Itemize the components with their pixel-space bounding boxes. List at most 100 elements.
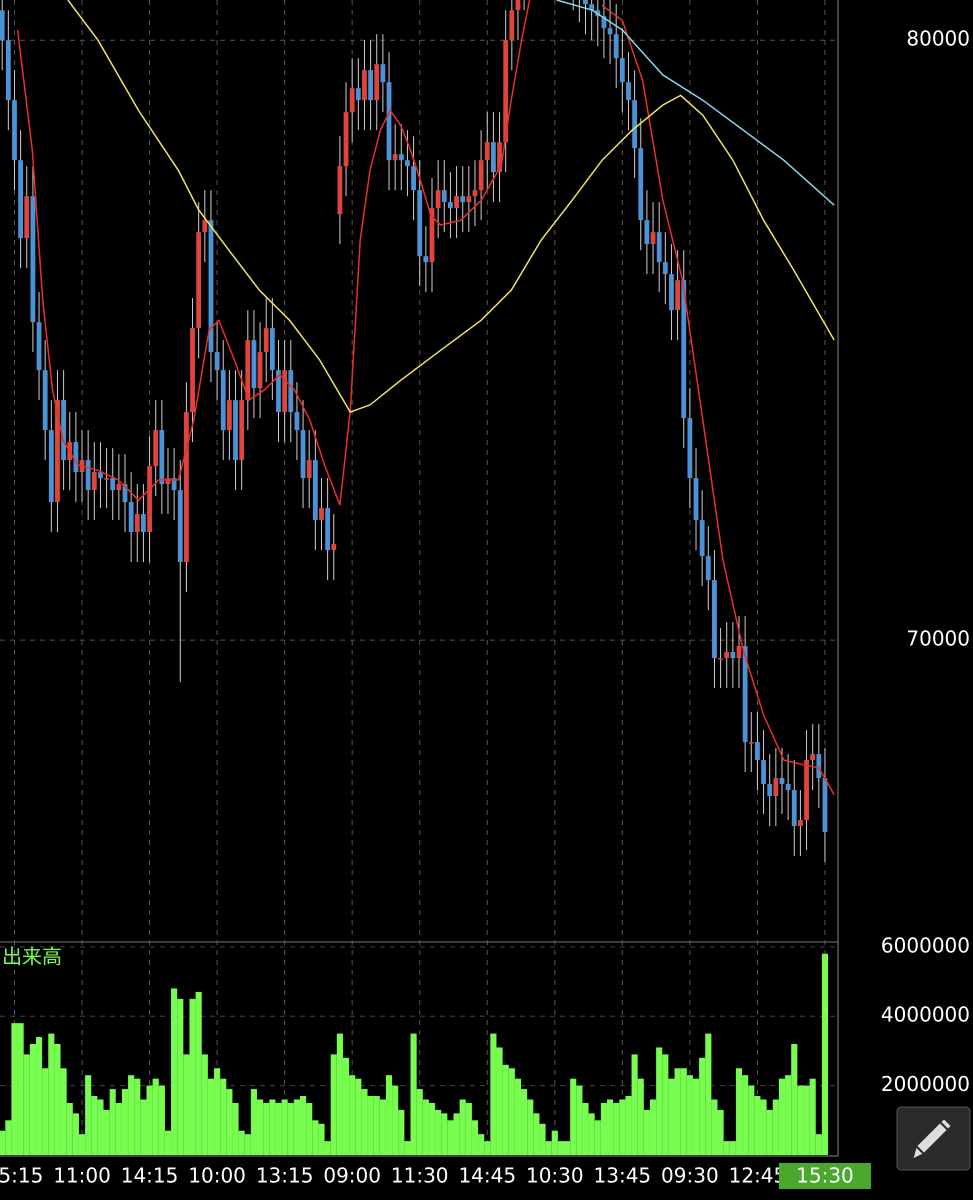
moving-average-line <box>67 0 835 414</box>
candle-body <box>411 166 416 191</box>
volume-bar <box>48 1033 55 1155</box>
volume-bar <box>545 1141 552 1155</box>
candle-body <box>392 154 398 161</box>
candle-body <box>405 160 410 167</box>
y-tick-label: 4000000 <box>881 1003 970 1027</box>
volume-bar <box>177 998 184 1155</box>
volume-bar <box>257 1099 264 1155</box>
volume-bar <box>103 1109 110 1155</box>
x-tick-label: 14:45 <box>458 1164 516 1188</box>
candle-body <box>257 352 263 389</box>
x-tick-label: 09:00 <box>323 1164 381 1188</box>
volume-bar <box>656 1047 663 1155</box>
volume-bar <box>422 1099 429 1155</box>
candle-body <box>718 658 723 660</box>
volume-bar <box>705 1033 712 1155</box>
volume-bar <box>613 1102 620 1155</box>
grid <box>0 0 838 1155</box>
volume-bar <box>385 1075 393 1155</box>
candle-body <box>798 820 803 827</box>
volume-bar <box>496 1047 503 1155</box>
candle-body <box>239 400 245 461</box>
volume-bar <box>797 1085 804 1155</box>
volume-bar <box>5 1120 12 1155</box>
volume-bar <box>164 1130 172 1155</box>
volume-bar <box>29 1043 36 1155</box>
volume-bar <box>435 1109 442 1155</box>
candle-body <box>91 472 97 491</box>
volume-bar <box>361 1089 368 1155</box>
volume-bar <box>619 1099 626 1155</box>
volume-bar <box>502 1064 509 1155</box>
volume-bar <box>625 1096 632 1155</box>
candle-body <box>55 400 60 503</box>
candle-body <box>712 580 717 659</box>
candle-body <box>687 418 693 479</box>
volume-bar <box>428 1102 436 1155</box>
edit-button[interactable] <box>896 1106 971 1171</box>
volume-bar <box>109 1089 116 1155</box>
volume-bar <box>342 1057 350 1155</box>
candle-body <box>503 40 509 143</box>
volume-bar <box>293 1099 300 1155</box>
candle-body <box>423 256 429 263</box>
candle-body <box>386 82 392 161</box>
volume-bar <box>11 1023 18 1155</box>
volume-bar <box>465 1102 472 1155</box>
candle-body <box>699 520 705 557</box>
volume-bar <box>195 991 202 1155</box>
candle-body <box>491 142 496 173</box>
candle-body <box>251 340 257 389</box>
candle-body <box>374 64 380 101</box>
candle-body <box>613 34 619 59</box>
candle-body <box>417 190 423 257</box>
candle-body <box>128 502 134 533</box>
price-panel <box>0 0 835 863</box>
candle-body <box>380 64 386 83</box>
candle-body <box>276 370 281 413</box>
axes: 70000 80000 15:15 11:00 14:15 10:00 13:15 09:00… <box>0 27 970 1189</box>
volume-bar <box>766 1109 773 1155</box>
candle-body <box>0 10 5 41</box>
volume-bar <box>207 1078 215 1155</box>
candle-body <box>362 70 367 101</box>
candle-body <box>607 28 613 35</box>
volume-bar <box>121 1089 129 1155</box>
pencil-icon[interactable] <box>910 1116 954 1162</box>
candle-body <box>398 154 404 161</box>
candle-body <box>134 514 140 533</box>
candle-body <box>12 100 17 161</box>
volume-bar <box>551 1130 558 1155</box>
volume-bar <box>748 1085 755 1155</box>
volume-panel <box>0 953 829 1155</box>
candle-body <box>331 544 337 551</box>
y-tick-label: 70000 <box>906 627 970 651</box>
volume-bar <box>416 1089 423 1155</box>
volume-bar <box>404 1141 411 1155</box>
candle-body <box>110 478 116 491</box>
candle-body <box>435 190 441 209</box>
candle-body <box>48 430 54 503</box>
candle-body <box>184 412 189 563</box>
volume-bar <box>183 1054 190 1155</box>
volume-bar <box>711 1099 718 1155</box>
volume-title: 出来高 <box>2 945 62 969</box>
volume-bar <box>410 1033 417 1155</box>
volume-bar <box>803 1085 810 1155</box>
y-tick-label: 80000 <box>906 27 970 51</box>
candle-body <box>220 370 226 431</box>
volume-bar <box>349 1075 356 1155</box>
candle-body <box>177 490 183 563</box>
volume-bar <box>484 1141 491 1155</box>
candle-body <box>202 220 208 233</box>
candle-body <box>349 88 355 113</box>
volume-bar <box>588 1113 595 1155</box>
volume-bar <box>490 1033 497 1155</box>
candle-body <box>497 142 502 173</box>
candle-body <box>306 460 312 479</box>
volume-bar <box>441 1113 448 1155</box>
volume-bar <box>189 998 196 1155</box>
volume-bar <box>226 1089 233 1155</box>
y-tick-label: 6000000 <box>881 933 970 957</box>
candle-body <box>705 556 711 581</box>
